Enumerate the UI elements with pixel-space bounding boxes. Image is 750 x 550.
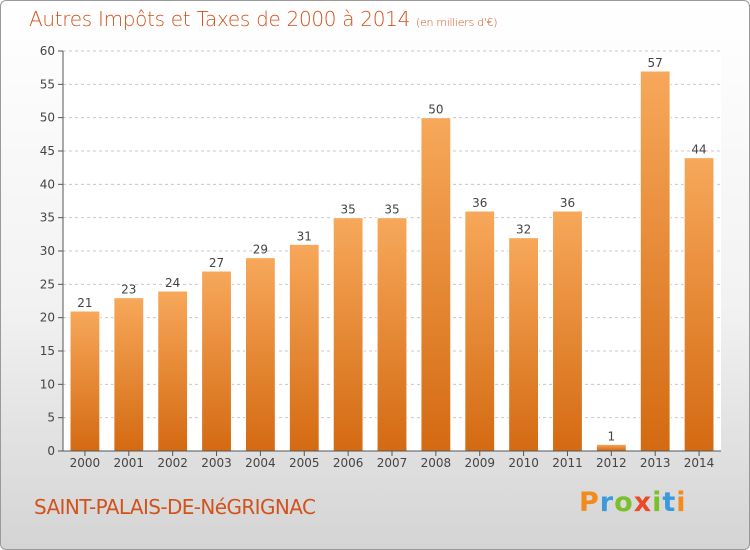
- data-label: 29: [253, 243, 268, 257]
- data-label: 21: [77, 296, 92, 310]
- x-tick-label: 2007: [377, 456, 408, 470]
- bar-2011: [552, 210, 583, 452]
- x-tick-label: 2013: [640, 456, 671, 470]
- axes: 0 5 10 15 20 25 30 35 40 45 50 55 60 2000 2001 2002 2003…: [40, 44, 721, 470]
- proxiti-logo[interactable]: Proxiti: [579, 487, 687, 518]
- x-tick-label: 2002: [157, 456, 188, 470]
- y-tick-label: 10: [40, 377, 55, 391]
- x-tick-label: 2010: [508, 456, 539, 470]
- y-tick-label: 0: [47, 444, 55, 458]
- data-label: 24: [165, 276, 180, 290]
- commune-name: SAINT-PALAIS-DE-NéGRIGNAC: [34, 495, 316, 519]
- bar-2005: [288, 243, 320, 452]
- bar-2012: [595, 443, 627, 452]
- y-tick-label: 40: [40, 177, 55, 191]
- y-tick-label: 15: [40, 344, 55, 358]
- bar-2008: [420, 117, 452, 452]
- x-tick-label: 2009: [464, 456, 495, 470]
- bar-2014: [683, 157, 715, 452]
- bar-2003: [201, 270, 232, 452]
- bar-2002: [157, 290, 189, 452]
- chart-title-text: Autres Impôts et Taxes de 2000 à 2014: [29, 7, 410, 31]
- data-label: 35: [340, 203, 355, 217]
- data-label: 50: [428, 103, 443, 117]
- x-tick-label: 2004: [245, 456, 276, 470]
- y-tick-label: 25: [40, 277, 55, 291]
- bar-2001: [113, 297, 145, 452]
- y-tick-label: 55: [40, 77, 55, 91]
- y-tick-label: 50: [40, 111, 55, 125]
- x-tick-label: 2003: [201, 456, 232, 470]
- bar-2013: [639, 70, 671, 452]
- bar-2004: [244, 257, 276, 452]
- data-label: 1: [608, 429, 616, 443]
- data-label: 36: [560, 196, 575, 210]
- bar-2010: [508, 237, 540, 452]
- data-label: 36: [472, 196, 487, 210]
- y-tick-label: 30: [40, 244, 55, 258]
- x-tick-label: 2005: [289, 456, 320, 470]
- data-label: 27: [209, 256, 224, 270]
- bar-2007: [376, 217, 408, 452]
- data-label: 57: [648, 56, 663, 70]
- data-label: 23: [121, 283, 136, 297]
- x-tick-label: 2001: [114, 456, 145, 470]
- x-tick-label: 2014: [684, 456, 715, 470]
- y-tick-label: 5: [47, 411, 55, 425]
- x-tick-label: 2011: [552, 456, 583, 470]
- data-label: 31: [297, 229, 312, 243]
- x-tick-label: 2012: [596, 456, 627, 470]
- bar-2000: [69, 310, 101, 452]
- bar-2009: [464, 210, 496, 452]
- data-label: 35: [384, 203, 399, 217]
- x-tick-label: 2006: [333, 456, 364, 470]
- chart-subtitle: (en milliers d'€): [416, 16, 498, 29]
- y-tick-label: 60: [40, 44, 55, 58]
- bars: 21 23 24 27 29 31 35 35 50 36 32 36 1 57 44: [69, 56, 715, 452]
- y-tick-label: 20: [40, 311, 55, 325]
- y-tick-label: 45: [40, 144, 55, 158]
- bar-2006: [332, 217, 364, 452]
- x-tick-label: 2008: [421, 456, 452, 470]
- y-tick-label: 35: [40, 211, 55, 225]
- chart-title: Autres Impôts et Taxes de 2000 à 2014 (en…: [29, 7, 497, 31]
- data-label: 32: [516, 223, 531, 237]
- x-tick-label: 2000: [70, 456, 101, 470]
- data-label: 44: [691, 143, 706, 157]
